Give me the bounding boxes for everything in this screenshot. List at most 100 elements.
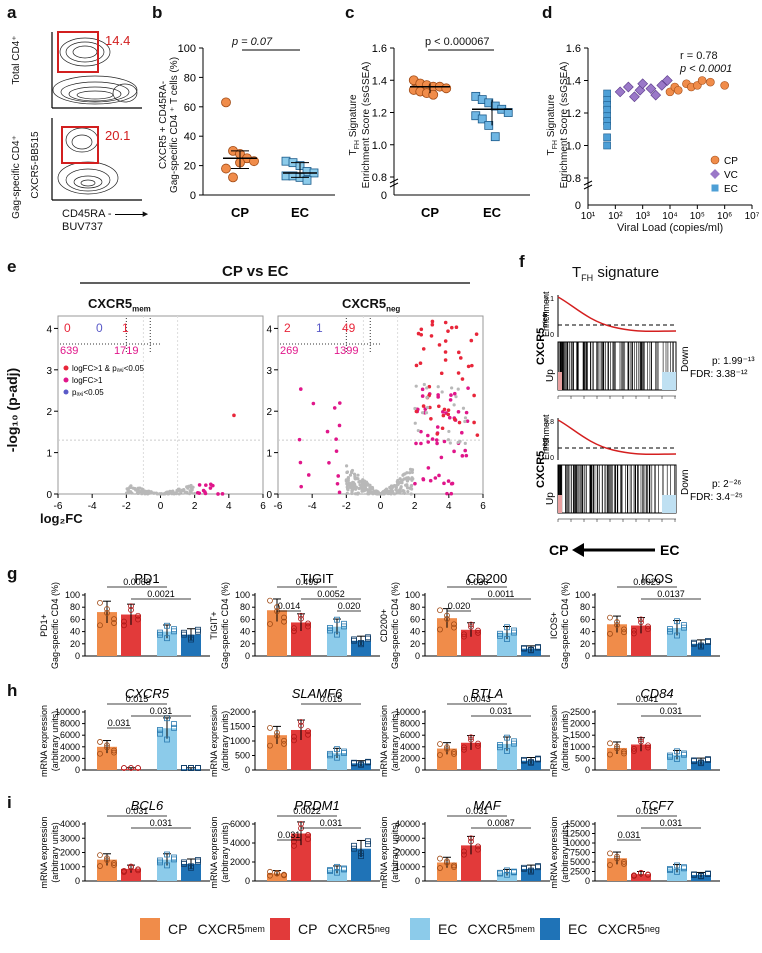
e-point-magenta [437, 473, 441, 478]
i-tick-label: 12500 [565, 829, 590, 839]
d-legend-label: VC [724, 170, 738, 181]
f-ymin: 0 [550, 455, 554, 462]
g-ylabel: ICOS+ [549, 612, 559, 639]
i-tick-label: 0 [415, 876, 420, 886]
e-point-grey [416, 428, 420, 433]
i-point [535, 864, 541, 871]
i-sig-label: 0.031 [320, 818, 343, 828]
i-point [291, 838, 297, 845]
g-title: ICOS [641, 571, 673, 586]
i-point [181, 861, 187, 867]
panel-letter-a: a [7, 3, 17, 22]
e-point-red [414, 409, 419, 414]
e-point-magenta [436, 393, 440, 397]
c-point [490, 132, 500, 142]
legend-marker: CXCR5 [327, 921, 375, 937]
e-point-magenta [464, 453, 469, 458]
g-point [267, 621, 273, 627]
h-tick-label: 0 [75, 765, 80, 775]
f-fdr: FDR: 3.4⁻²⁵ [690, 492, 743, 503]
f-down-shade [662, 372, 676, 390]
g-ylabel: Gag-specific CD4 (%) [560, 582, 570, 669]
d-point-vc [614, 86, 626, 98]
g-tick-label: 0 [585, 651, 590, 661]
g-point [111, 616, 117, 623]
panel-e-right-title: CXCR5neg [342, 296, 401, 314]
e-point-grey [456, 440, 460, 444]
h-sig-label: 0.031 [108, 718, 131, 728]
b-group-label: EC [291, 205, 310, 220]
e-point-red [430, 319, 435, 324]
i-point [614, 855, 620, 862]
g-tick-label: 40 [580, 627, 590, 637]
e-point-grey [370, 487, 375, 491]
h-point [341, 750, 347, 756]
i-sig-label: 0.031 [466, 806, 489, 816]
i-tick-label: 40000 [395, 819, 420, 829]
i-point [164, 862, 170, 869]
e-point-grey [410, 468, 415, 472]
h-tick-label: 8000 [400, 719, 420, 729]
g-point [358, 641, 364, 648]
f-enrich-label: Enrichment [541, 414, 551, 460]
g-sig-label: 0.0011 [488, 589, 515, 599]
i-tick-label: 3000 [60, 833, 80, 843]
c-point [503, 108, 513, 117]
g-tick-label: 100 [405, 590, 420, 600]
e-point-magenta [426, 433, 430, 438]
f-up-shade [558, 372, 562, 390]
g-point [334, 631, 340, 638]
h-bar [327, 753, 347, 770]
h-tick-label: 1500 [230, 722, 250, 732]
h-tick-label: 2000 [60, 753, 80, 763]
i-point [667, 867, 673, 873]
gate-value-top: 14.4 [105, 33, 131, 48]
e-point-grey [410, 470, 414, 475]
i-sig-label: 0.031 [126, 806, 149, 816]
h-point [667, 753, 673, 760]
e-point-grey [158, 492, 162, 496]
e-point-grey [368, 486, 372, 490]
h-point [305, 728, 311, 735]
e-point-magenta [338, 401, 342, 405]
i-sig-label: 0.031 [150, 818, 173, 828]
g-point [121, 618, 127, 625]
g-point [365, 634, 371, 641]
e-ytick-label: 1 [266, 449, 272, 460]
e-ytick-label: 4 [46, 324, 52, 335]
e-point-magenta [334, 437, 338, 441]
g-point [195, 628, 201, 635]
h-point [674, 748, 680, 755]
e-point-grey [360, 489, 364, 493]
e-point-grey [137, 489, 141, 493]
e-point-grey [392, 492, 397, 496]
e-point-grey [420, 411, 425, 415]
h-point [504, 748, 510, 754]
d-break [583, 184, 593, 190]
g-point [638, 619, 644, 626]
e-point-grey [344, 464, 349, 468]
i-point [334, 863, 340, 870]
h-point [267, 742, 273, 749]
e-point-magenta [311, 401, 316, 406]
d-break [583, 180, 593, 186]
i-tick-label: 2000 [230, 857, 250, 867]
c-break [389, 178, 399, 184]
h-point [305, 731, 311, 738]
e-point-magenta [419, 441, 423, 446]
g-point [607, 630, 613, 637]
e-point-grey [422, 382, 426, 387]
f-p: p: 1.99⁻¹³ [712, 356, 755, 367]
i-tick-label: 10000 [565, 838, 590, 848]
panel-e-xlabel: log₂FC [40, 511, 83, 526]
gate-value-bottom: 20.1 [105, 128, 131, 143]
g-sig-label: 0.020 [448, 601, 471, 611]
i-point [468, 838, 474, 845]
panel-f-title: TFH signature [572, 264, 660, 283]
g-bar [631, 625, 651, 656]
e-point-grey [447, 429, 451, 434]
e-count-br: 1719 [114, 345, 138, 357]
e-point-red [456, 371, 461, 375]
b-tick-label: 100 [178, 43, 196, 55]
